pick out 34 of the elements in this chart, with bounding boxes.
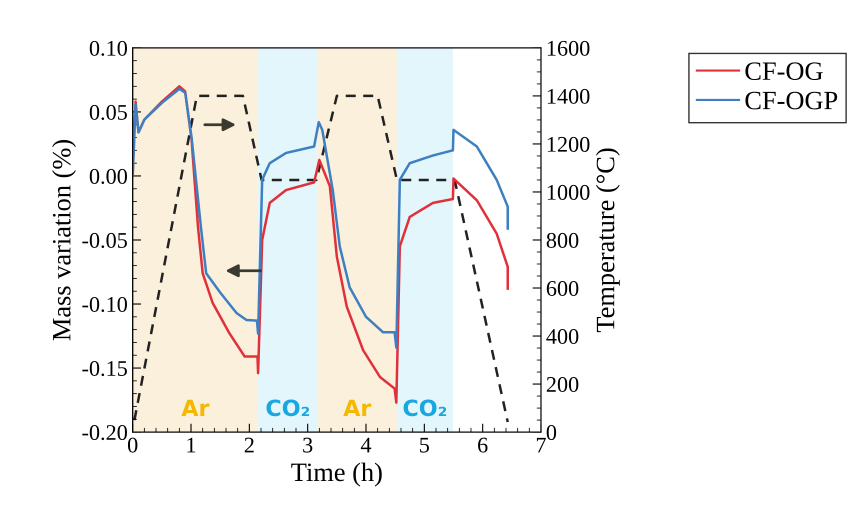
legend-label: CF-OG bbox=[745, 62, 823, 80]
x-tick-label: 6 bbox=[478, 438, 488, 453]
y-tick-label: 0.10 bbox=[90, 40, 127, 56]
x-tick-label: 7 bbox=[536, 438, 546, 452]
legend-label: CF-OGP bbox=[745, 92, 838, 110]
band-label: Ar bbox=[181, 400, 210, 416]
y-tick-label: 0.00 bbox=[90, 168, 127, 184]
y2-tick-label: 1000 bbox=[548, 184, 590, 200]
y2-axis-title: Temperature (°C) bbox=[596, 148, 620, 332]
x-tick-label: 2 bbox=[244, 438, 254, 452]
y2-tick-label: 800 bbox=[546, 232, 578, 248]
y2-tick-label: 200 bbox=[546, 376, 578, 392]
x-tick-label: 5 bbox=[420, 438, 430, 453]
y-tick-label: -0.05 bbox=[82, 232, 127, 248]
y-tick-label: -0.10 bbox=[82, 296, 127, 312]
y-axis-title: Mass variation (%) bbox=[52, 140, 76, 340]
x-tick-label: 3 bbox=[303, 438, 312, 453]
line-series bbox=[132, 88, 509, 349]
y2-tick-label: 400 bbox=[546, 328, 578, 344]
band-label: CO₂ bbox=[404, 399, 446, 416]
x-tick-label: 4 bbox=[360, 438, 372, 452]
y2-tick-label: 1200 bbox=[548, 136, 590, 152]
x-axis-title: Time (h) bbox=[291, 462, 382, 487]
y2-tick-label: 1400 bbox=[548, 88, 590, 104]
y-tick-label: -0.20 bbox=[82, 425, 127, 440]
band-label: CO₂ bbox=[266, 399, 310, 416]
band-label: Ar bbox=[343, 400, 372, 416]
y2-tick-label: 600 bbox=[546, 280, 578, 296]
y-tick-label: 0.05 bbox=[90, 104, 127, 120]
x-tick-label: 1 bbox=[187, 438, 196, 452]
x-tick-label: 0 bbox=[128, 438, 138, 453]
y2-tick-label: 0 bbox=[546, 425, 556, 440]
y-tick-label: -0.15 bbox=[82, 360, 127, 376]
y2-tick-label: 1600 bbox=[548, 40, 590, 56]
